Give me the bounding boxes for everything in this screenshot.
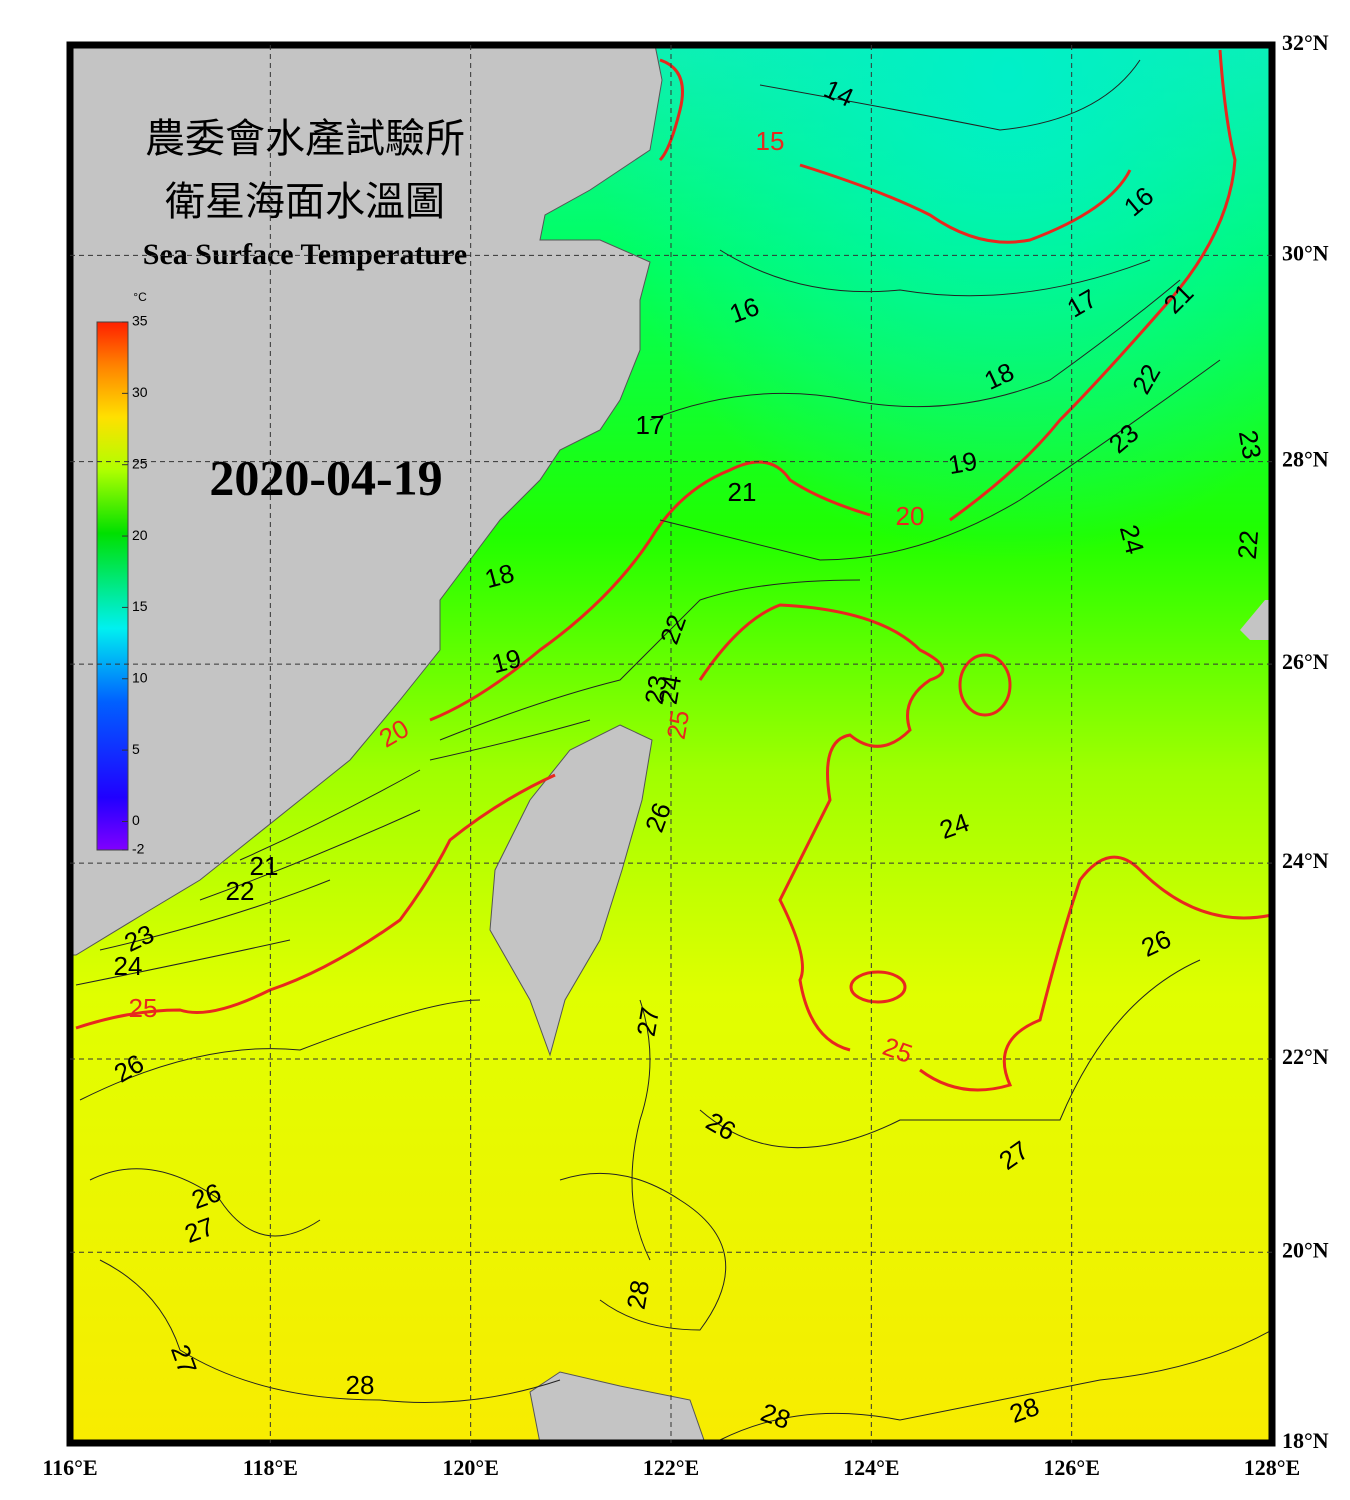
contour-label: 24	[114, 951, 143, 981]
land-taiwan	[489, 724, 653, 1057]
colorbar-tick-label: 35	[132, 313, 148, 329]
colorbar-tick-label: 15	[132, 598, 148, 614]
land-island	[1240, 600, 1272, 640]
contour-label: 28	[621, 1278, 656, 1312]
y-tick-label: 22°N	[1282, 1044, 1329, 1069]
contour-label: 17	[636, 410, 665, 440]
contour-label: 22	[1232, 529, 1264, 560]
contour-label: 28	[346, 1370, 375, 1400]
x-tick-label: 120°E	[442, 1455, 498, 1480]
x-tick-label: 126°E	[1043, 1455, 1099, 1480]
contour-label: 25	[661, 708, 696, 742]
colorbar-tick-label: 25	[132, 455, 148, 471]
colorbar-tick-label: 0	[132, 812, 140, 828]
title-zh-1: 農委會水產試驗所	[145, 116, 465, 162]
contour-label: 20	[896, 501, 925, 531]
title-en: Sea Surface Temperature	[143, 238, 467, 271]
contour-label: 22	[226, 876, 255, 906]
colorbar-tick-label: 20	[132, 527, 148, 543]
colorbar-tick-label: -2	[132, 841, 145, 857]
black-contours	[75, 59, 1272, 1441]
y-tick-label: 18°N	[1282, 1428, 1329, 1453]
contour-label: 23	[639, 673, 674, 707]
map-area	[70, 45, 1272, 1443]
x-tick-label: 116°E	[42, 1455, 97, 1480]
contour-label: 15	[756, 126, 785, 156]
x-tick-label: 124°E	[843, 1455, 899, 1480]
x-tick-label: 128°E	[1244, 1455, 1300, 1480]
contour-label: 19	[946, 446, 980, 481]
y-tick-label: 20°N	[1282, 1237, 1329, 1262]
title-zh-2: 衛星海面水溫圖	[165, 179, 445, 225]
red-contours	[75, 49, 1272, 1092]
colorbar-tick-label: 5	[132, 741, 140, 757]
contour-label: 25	[129, 993, 158, 1023]
y-tick-label: 30°N	[1282, 240, 1329, 265]
y-tick-label: 28°N	[1282, 447, 1329, 472]
y-tick-label: 24°N	[1282, 848, 1329, 873]
contour-label: 21	[250, 851, 279, 881]
colorbar-unit: °C	[133, 290, 147, 304]
x-tick-label: 118°E	[243, 1455, 298, 1480]
land-luzon	[529, 1371, 706, 1443]
date: 2020-04-19	[209, 449, 442, 505]
y-tick-label: 32°N	[1282, 30, 1329, 55]
colorbar	[96, 321, 129, 851]
y-tick-label: 26°N	[1282, 649, 1329, 674]
contour-label: 27	[631, 1005, 666, 1039]
land-china	[70, 45, 663, 956]
colorbar-tick-label: 10	[132, 669, 148, 685]
colorbar-tick-label: 30	[132, 384, 148, 400]
contour-label: 23	[1233, 428, 1268, 462]
x-tick-label: 122°E	[643, 1455, 699, 1480]
contour-label: 21	[728, 477, 757, 507]
contour-label: 24	[653, 673, 688, 707]
